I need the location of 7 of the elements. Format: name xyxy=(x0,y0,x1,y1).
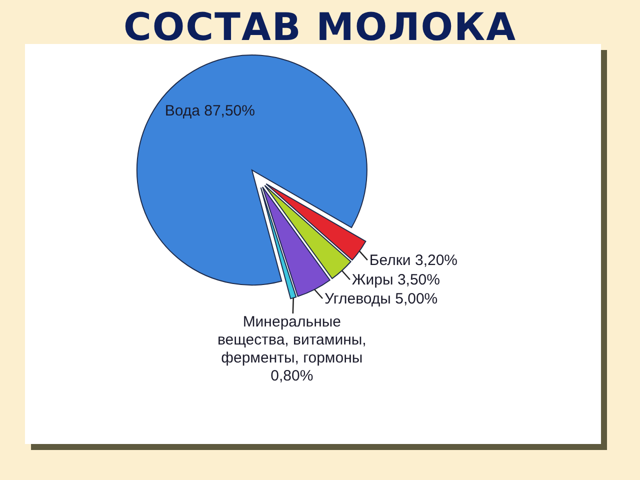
slice-label: Углеводы 5,00% xyxy=(324,290,438,308)
slice-label: Белки 3,20% xyxy=(369,252,458,270)
slice-label: Жиры 3,50% xyxy=(352,272,440,289)
slice-label: Минеральные вещества, витамины, ферменты, гормоны xyxy=(217,313,366,366)
data-label: 0,80% xyxy=(270,367,314,384)
slice-label: Вода 87,50% xyxy=(164,102,255,120)
chart-title: СОСТАВ МОЛОКА xyxy=(123,5,517,49)
